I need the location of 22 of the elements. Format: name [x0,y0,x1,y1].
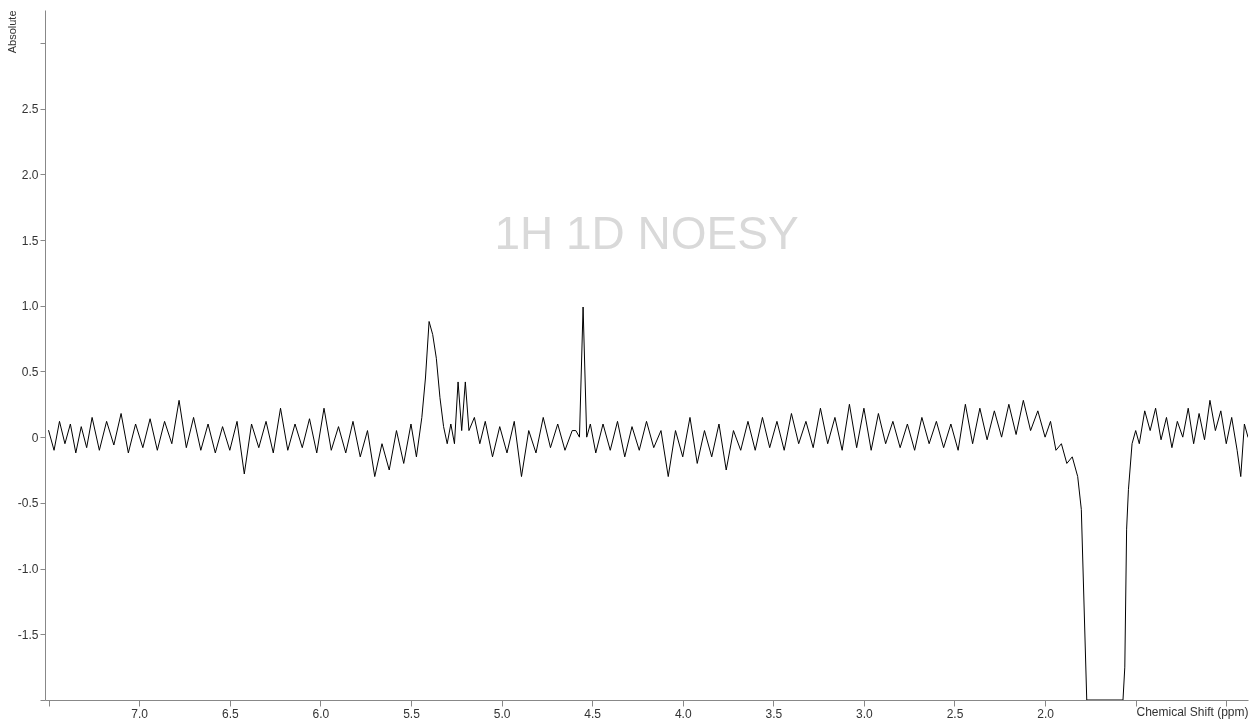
x-tick-label: 2.5 [946,706,964,721]
x-axis-title: Chemical Shift (ppm) [1136,704,1249,719]
y-tick-label: 1.0 [21,299,39,314]
x-tick-label: 3.5 [765,706,783,721]
x-tick-label: 2.0 [1037,706,1055,721]
x-tick-label: 5.0 [493,706,511,721]
x-tick-label: 4.0 [674,706,692,721]
x-tick-label: 3.0 [856,706,874,721]
y-tick-label: 2.0 [21,167,39,182]
x-tick-label: 6.0 [312,706,330,721]
y-axis-title: Absolute [5,10,18,54]
x-tick-label: 7.0 [131,706,149,721]
y-tick-label: -0.5 [17,496,39,511]
x-tick-label: 6.5 [221,706,239,721]
y-tick-label: 1.5 [21,233,39,248]
y-tick-label: 0.5 [21,364,39,379]
y-tick-label: 0 [31,430,39,445]
x-tick-label: 5.5 [403,706,421,721]
x-tick-label: 4.5 [584,706,602,721]
y-tick-label: -1.5 [17,627,39,642]
y-tick-label: 2.5 [21,102,39,117]
y-tick-label: -1.0 [17,562,39,577]
